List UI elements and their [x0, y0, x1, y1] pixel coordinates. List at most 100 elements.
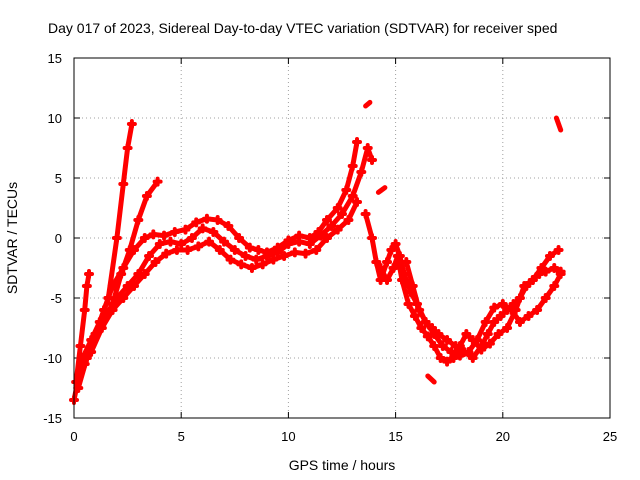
data-point-marker — [352, 197, 363, 207]
data-point-marker — [300, 248, 311, 259]
data-point-marker — [311, 245, 322, 255]
data-point-marker — [139, 233, 150, 243]
data-point-marker — [392, 251, 403, 261]
data-point-marker — [111, 233, 122, 243]
data-point-marker — [212, 215, 223, 225]
data-point-marker — [401, 257, 412, 267]
x-tick-label: 20 — [496, 429, 510, 444]
data-point-marker — [332, 224, 343, 235]
data-point-marker — [321, 233, 332, 243]
data-point-marker — [75, 341, 86, 351]
data-point-marker — [257, 259, 268, 270]
data-point-marker — [467, 353, 478, 363]
data-point-marker — [532, 305, 543, 315]
data-point-marker — [427, 323, 438, 333]
data-point-marker — [139, 269, 150, 279]
data-point-marker — [555, 266, 566, 277]
data-point-marker — [540, 266, 551, 277]
data-point-marker — [223, 221, 234, 231]
data-point-marker — [489, 317, 500, 327]
data-point-marker — [429, 341, 440, 351]
data-point-marker — [489, 302, 500, 313]
data-point-marker — [514, 293, 525, 303]
data-point-marker — [180, 224, 191, 235]
y-tick-labels: -15 -10 -5 0 5 10 15 — [43, 51, 62, 426]
data-point-marker — [129, 245, 140, 255]
segment-step-14-5 — [375, 185, 388, 195]
data-point-marker — [422, 331, 433, 342]
data-point-marker — [107, 305, 118, 315]
segment-dip-16-7 — [425, 373, 437, 385]
series-track-d — [75, 139, 360, 391]
data-point-marker — [433, 329, 444, 339]
data-point-marker — [99, 305, 110, 315]
x-axis-label: GPS time / hours — [289, 457, 396, 473]
data-point-marker — [549, 263, 560, 273]
data-point-marker — [448, 353, 459, 363]
data-point-marker — [414, 305, 425, 315]
x-tick-label: 0 — [70, 429, 77, 444]
data-point-marker — [118, 263, 129, 273]
data-point-marker — [553, 245, 564, 255]
data-point-marker — [341, 185, 352, 195]
data-point-marker — [191, 217, 202, 228]
data-point-marker — [152, 176, 163, 187]
data-point-marker — [129, 281, 140, 291]
data-point-marker — [240, 251, 251, 261]
series-track-g — [363, 211, 564, 359]
x-tick-label: 5 — [178, 429, 185, 444]
segment-late-22-5 — [553, 115, 564, 133]
data-point-marker — [326, 221, 337, 231]
data-point-marker — [208, 227, 219, 237]
data-point-marker — [480, 317, 491, 327]
data-point-marker — [437, 341, 448, 351]
data-point-marker — [272, 247, 283, 258]
data-point-marker — [476, 341, 487, 351]
data-point-marker — [454, 350, 465, 361]
data-point-marker — [534, 269, 545, 279]
data-point-marker — [386, 245, 397, 255]
series-layer — [69, 99, 566, 405]
data-point-marker — [450, 341, 461, 351]
data-point-marker — [493, 329, 504, 339]
data-point-marker — [403, 299, 414, 309]
y-tick-label: -15 — [43, 411, 62, 426]
data-point-marker — [459, 347, 470, 357]
plot-frame — [73, 57, 611, 419]
data-point-marker — [482, 329, 493, 339]
y-tick-label: 15 — [48, 51, 62, 66]
data-point-marker — [304, 239, 315, 249]
data-point-marker — [549, 281, 560, 291]
data-point-marker — [536, 263, 547, 273]
data-point-marker — [442, 356, 453, 367]
data-point-marker — [467, 335, 478, 345]
data-point-marker — [219, 236, 230, 247]
y-axis-label: SDTVAR / TECUs — [4, 182, 20, 294]
data-point-marker — [107, 281, 118, 291]
data-point-marker — [251, 254, 262, 265]
data-point-marker — [523, 311, 534, 321]
data-point-marker — [347, 191, 358, 201]
y-tick-label: -10 — [43, 351, 62, 366]
data-point-marker — [510, 305, 521, 315]
y-tick-label: 10 — [48, 111, 62, 126]
data-point-marker — [234, 233, 245, 243]
data-point-marker — [176, 239, 187, 249]
data-point-marker — [268, 254, 279, 265]
data-point-marker — [502, 305, 513, 315]
data-point-marker — [390, 239, 401, 249]
data-point-marker — [84, 269, 95, 279]
y-tick-label: 5 — [55, 171, 62, 186]
data-point-marker — [246, 263, 257, 273]
data-point-marker — [356, 167, 367, 177]
data-point-marker — [527, 275, 538, 285]
data-point-marker — [214, 245, 225, 255]
data-point-marker — [81, 281, 92, 291]
data-point-marker — [122, 143, 133, 153]
data-point-marker — [197, 223, 208, 234]
data-point-marker — [420, 317, 431, 327]
data-point-marker — [508, 299, 519, 309]
data-point-marker — [96, 323, 107, 333]
data-point-marker — [126, 119, 137, 129]
